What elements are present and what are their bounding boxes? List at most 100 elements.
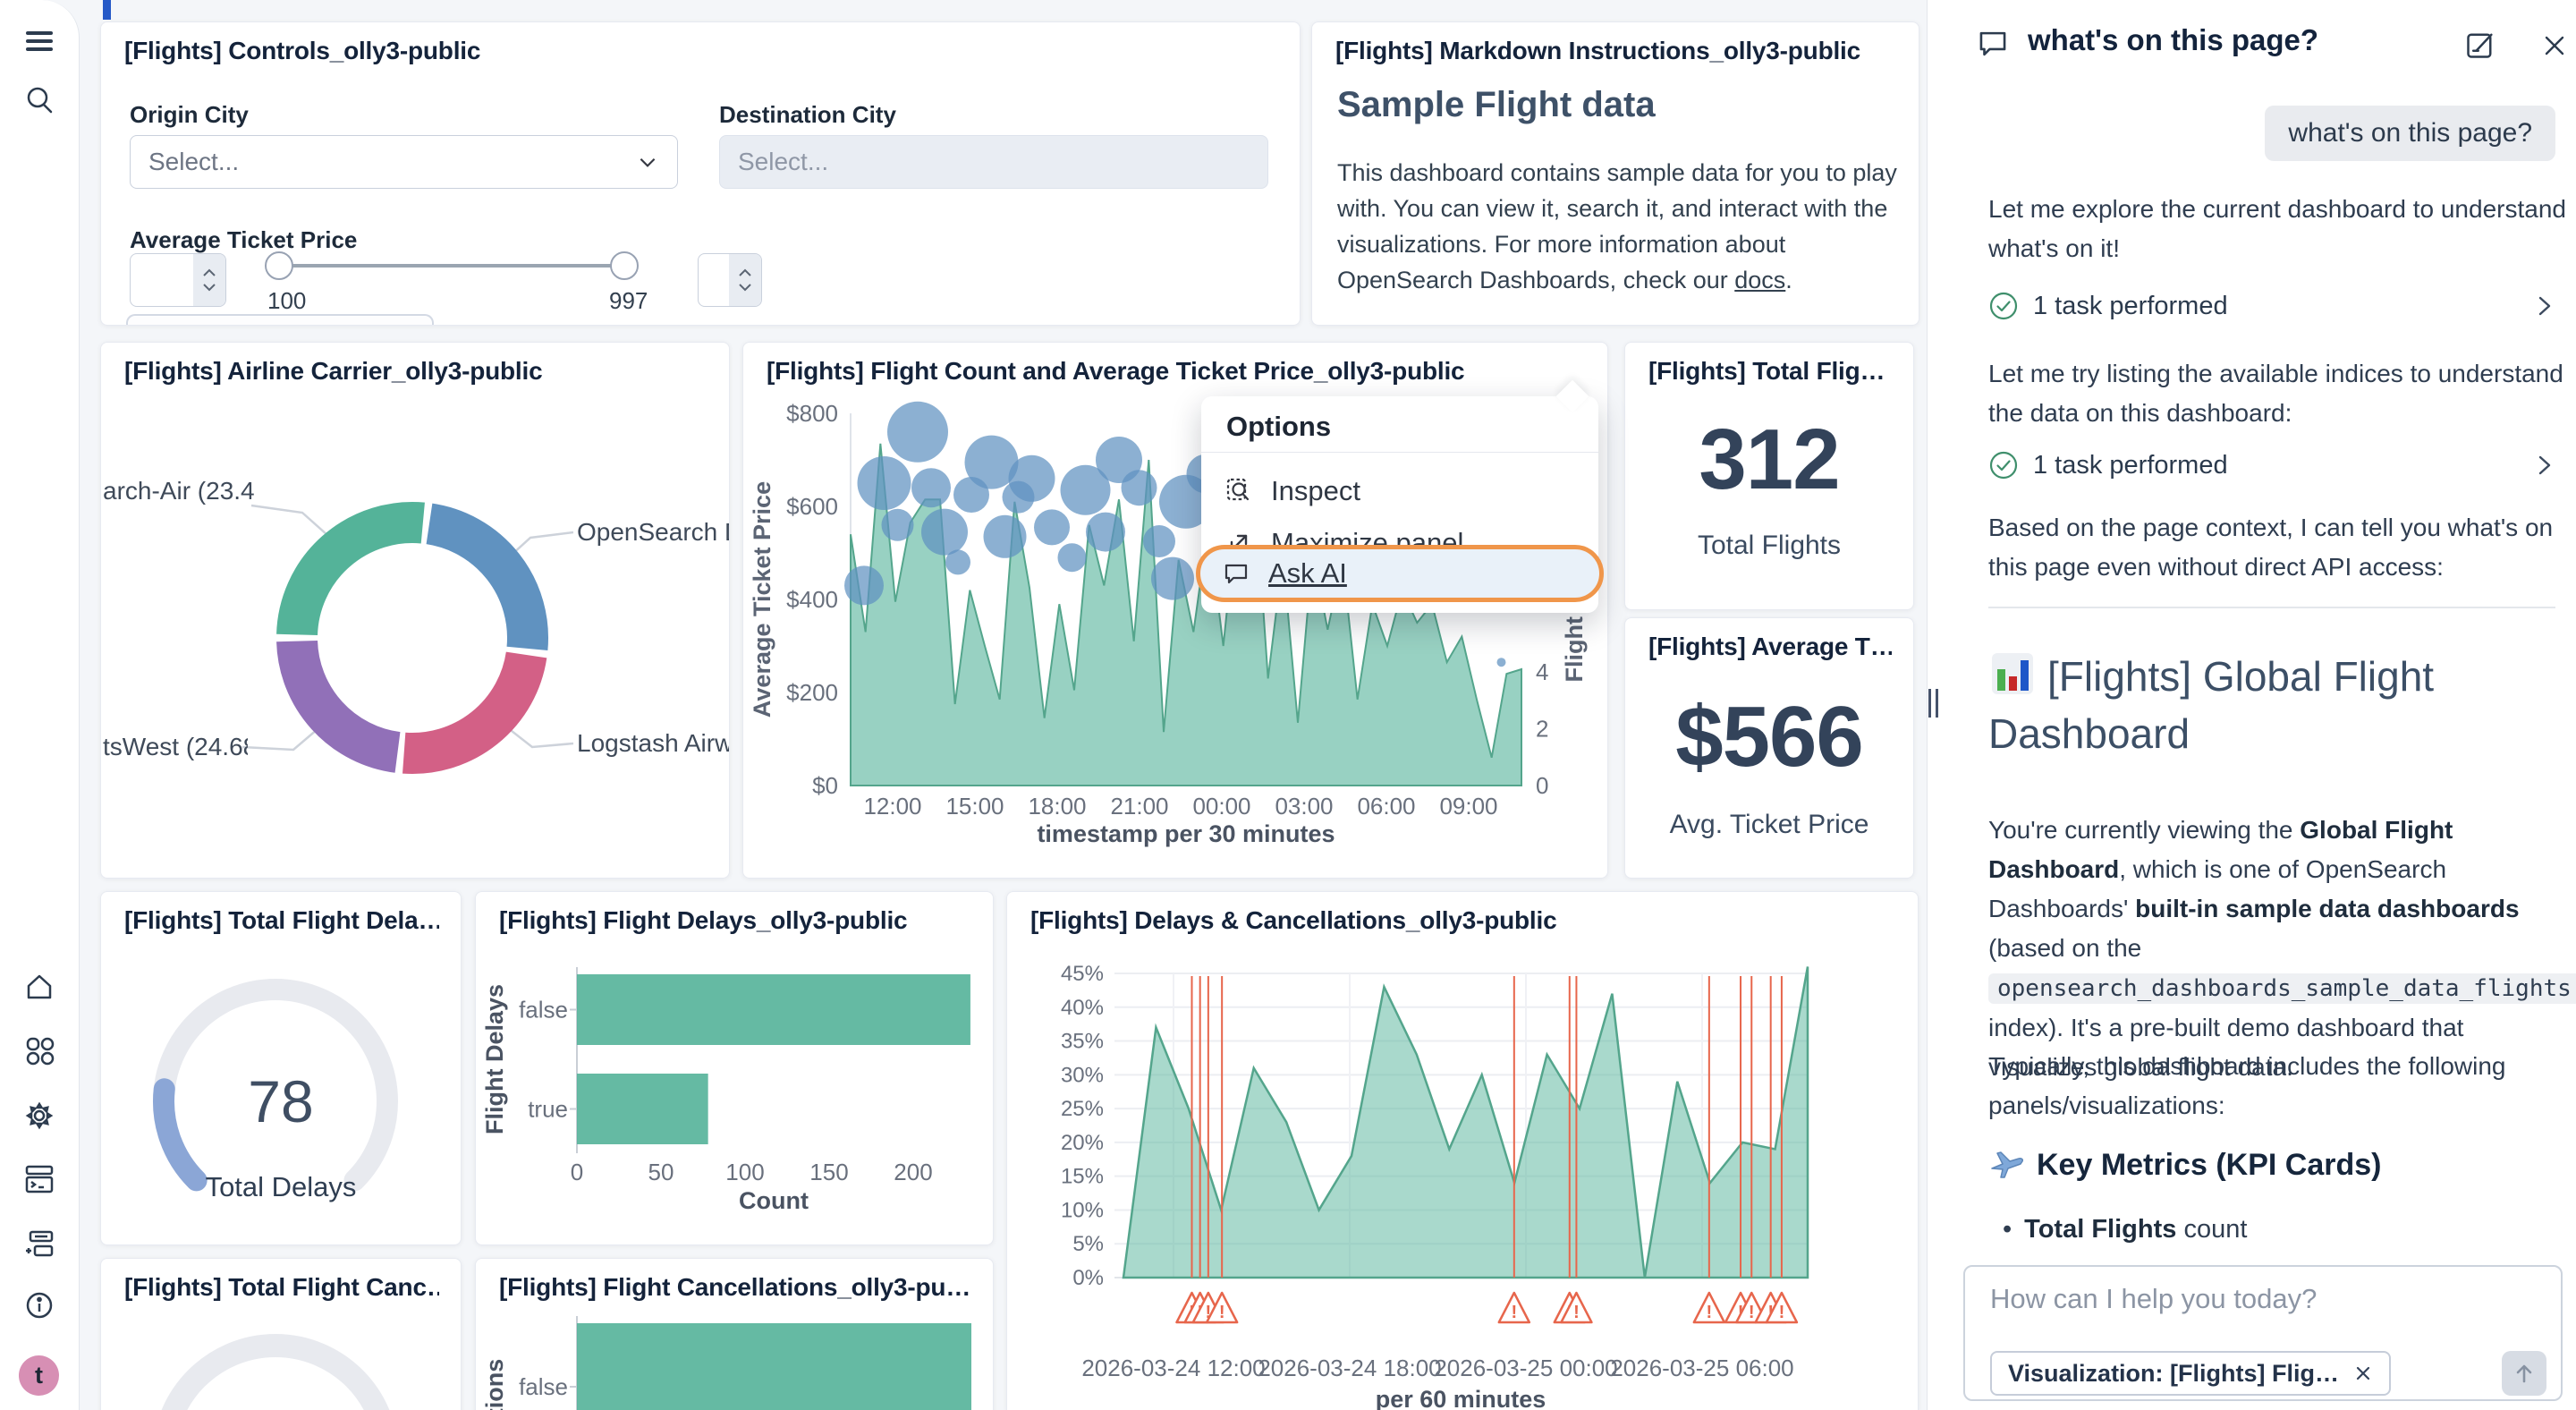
panel-title: [Flights] Total Flig… — [1648, 357, 1885, 385]
chevron-right-icon — [2538, 296, 2551, 316]
assistant-message-rich: You're currently viewing the Global Flig… — [1988, 811, 2576, 1087]
price-max-input[interactable] — [698, 253, 762, 307]
svg-text:2026-03-25 06:00: 2026-03-25 06:00 — [1610, 1355, 1793, 1381]
clipped-button[interactable] — [126, 314, 434, 325]
chat-input-placeholder: How can I help you today? — [1990, 1283, 2318, 1314]
donut-label-opensearch-dashboards: OpenSearch Das — [577, 518, 729, 546]
destination-city-placeholder: Select... — [738, 148, 829, 175]
svg-text:$400: $400 — [786, 586, 838, 613]
panel-total-flights: [Flights] Total Flig… 312 Total Flights — [1624, 342, 1914, 610]
user-message: what's on this page? — [2265, 106, 2555, 161]
task-performed-row[interactable]: 1 task performed — [1988, 447, 2555, 483]
svg-text:10%: 10% — [1061, 1198, 1104, 1222]
svg-text:!: ! — [1511, 1303, 1517, 1322]
svg-text:false: false — [519, 997, 568, 1024]
svg-text:$0: $0 — [812, 772, 838, 799]
panel-title: [Flights] Airline Carrier_olly3-public — [124, 357, 543, 385]
svg-text:35%: 35% — [1061, 1030, 1104, 1054]
svg-text:0%: 0% — [1072, 1266, 1104, 1290]
menu-item-ask-ai[interactable]: Ask AI — [1196, 545, 1604, 602]
price-slider-handle-max[interactable] — [610, 251, 639, 280]
panel-total-cancellations: [Flights] Total Flight Canc… — [100, 1258, 462, 1410]
chat-input[interactable]: How can I help you today? Visualization:… — [1963, 1265, 2563, 1401]
cancellations-gauge — [161, 1334, 390, 1410]
svg-text:Flight Cancellations: Flight Cancellations — [481, 1359, 508, 1410]
send-button[interactable] — [2502, 1351, 2546, 1396]
chevron-right-icon — [2538, 455, 2551, 475]
spinner-buttons[interactable] — [193, 254, 225, 306]
spinner-buttons[interactable] — [729, 254, 761, 306]
gear-icon[interactable] — [23, 1100, 55, 1132]
svg-text:15%: 15% — [1061, 1165, 1104, 1189]
origin-city-placeholder: Select... — [148, 148, 240, 175]
total-delays-label: Total Delays — [205, 1171, 357, 1202]
svg-text:06:00: 06:00 — [1357, 793, 1415, 820]
chat-sidebar: what's on this page? what's on this page… — [1927, 0, 2576, 1410]
task-performed-row[interactable]: 1 task performed — [1988, 288, 2555, 324]
assistant-message: Let me try listing the available indices… — [1988, 360, 2563, 427]
loading-tick — [103, 0, 111, 20]
panel-title: [Flights] Delays & Cancellations_olly3-p… — [1030, 906, 1557, 934]
svg-text:00:00: 00:00 — [1192, 793, 1250, 820]
svg-text:!: ! — [1707, 1303, 1713, 1322]
context-chip[interactable]: Visualization: [Flights] Flig… — [1990, 1351, 2391, 1396]
panel-title: [Flights] Total Flight Canc… — [124, 1273, 439, 1301]
menu-item-inspect[interactable]: Inspect — [1201, 466, 1598, 516]
sidebar-resize-handle[interactable] — [1928, 689, 1941, 718]
svg-text:!: ! — [1749, 1303, 1755, 1322]
assistant-message: Typically, this dashboard includes the f… — [1988, 1052, 2506, 1119]
destination-city-select[interactable]: Select... — [719, 135, 1268, 189]
price-slider-track[interactable] — [279, 264, 624, 268]
svg-text:21:00: 21:00 — [1110, 793, 1168, 820]
svg-text:2: 2 — [1536, 716, 1548, 743]
origin-city-select[interactable]: Select... — [130, 135, 678, 189]
bar-chart-emoji — [1992, 653, 2033, 694]
info-icon[interactable] — [23, 1289, 55, 1321]
panel-markdown: [Flights] Markdown Instructions_olly3-pu… — [1311, 21, 1919, 326]
panel-flight-cancellations: [Flights] Flight Cancellations_olly3-pu…… — [475, 1258, 994, 1410]
bullet-item: • Total Flights count — [2003, 1215, 2248, 1244]
panel-total-delays: [Flights] Total Flight Dela… 78 Total De… — [100, 891, 462, 1245]
assistant-message: Based on the page context, I can tell yo… — [1988, 514, 2554, 581]
inspect-icon — [1226, 478, 1250, 501]
flight-delays-chart: false true 0 50 100 150 200 Count Flight Delays — [481, 967, 970, 1214]
home-icon[interactable] — [23, 971, 55, 1003]
apps-icon[interactable] — [23, 1034, 55, 1066]
check-circle-icon — [1989, 451, 2018, 480]
price-min-input[interactable] — [130, 253, 226, 307]
svg-text:0: 0 — [571, 1159, 583, 1185]
price-slider-handle-min[interactable] — [265, 251, 293, 280]
svg-text:30%: 30% — [1061, 1063, 1104, 1087]
chat-icon — [1979, 31, 2006, 56]
avatar[interactable]: t — [19, 1355, 59, 1396]
donut-chart — [242, 502, 574, 774]
docs-link[interactable]: docs — [1734, 267, 1786, 293]
add-panel-icon[interactable] — [23, 1227, 55, 1260]
svg-text:25%: 25% — [1061, 1097, 1104, 1121]
svg-text:!: ! — [1573, 1303, 1580, 1322]
avg-ticket-label: Avg. Ticket Price — [1669, 810, 1869, 839]
donut-label-logstash-airways: Logstash Airway — [577, 729, 729, 757]
dev-tools-icon[interactable] — [23, 1163, 55, 1195]
svg-text:15:00: 15:00 — [945, 793, 1004, 820]
svg-text:40%: 40% — [1061, 996, 1104, 1020]
key-metrics-heading: Key Metrics (KPI Cards) — [1988, 1147, 2381, 1183]
svg-text:12:00: 12:00 — [863, 793, 921, 820]
svg-text:20%: 20% — [1061, 1131, 1104, 1155]
svg-text:Average Ticket Price: Average Ticket Price — [749, 481, 775, 718]
left-nav: t — [0, 0, 80, 1410]
svg-text:150: 150 — [809, 1159, 848, 1185]
chip-close-icon[interactable] — [2353, 1363, 2373, 1383]
close-icon[interactable] — [2541, 32, 2568, 59]
svg-text:timestamp per 30 minutes: timestamp per 30 minutes — [1037, 820, 1335, 847]
panel-delays-cancellations: [Flights] Delays & Cancellations_olly3-p… — [1006, 891, 1919, 1410]
svg-text:200: 200 — [894, 1159, 932, 1185]
total-flights-value: 312 — [1699, 412, 1840, 507]
menu-icon[interactable] — [23, 25, 55, 57]
svg-text:$200: $200 — [786, 679, 838, 706]
svg-text:100: 100 — [725, 1159, 764, 1185]
search-icon[interactable] — [23, 84, 55, 116]
panel-avg-ticket: [Flights] Average T… $566 Avg. Ticket Pr… — [1624, 617, 1914, 879]
new-chat-icon[interactable] — [2464, 29, 2496, 61]
